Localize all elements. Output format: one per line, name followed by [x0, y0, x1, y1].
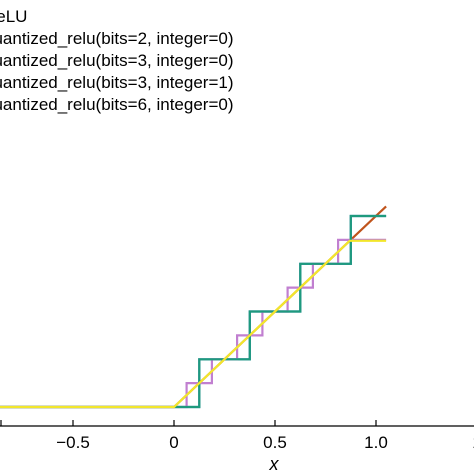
legend-entry: quantized_relu(bits=3, integer=0)	[0, 51, 234, 70]
legend-entry: quantized_relu(bits=2, integer=0)	[0, 29, 234, 48]
x-tick-label: 0	[169, 433, 178, 452]
legend: ReLU quantized_relu(bits=2, integer=0) qua…	[0, 7, 234, 114]
x-tick-label: 1.0	[364, 433, 388, 452]
series-line-4	[0, 214, 387, 409]
series-line-1	[0, 205, 387, 409]
x-tick-label: 0.5	[263, 433, 287, 452]
series-line-3	[0, 238, 387, 409]
legend-entry: quantized_relu(bits=3, integer=1)	[0, 73, 234, 92]
x-tick-label: 1	[472, 433, 474, 452]
x-tick-label: −0.5	[56, 433, 90, 452]
plot-lines	[0, 205, 387, 409]
legend-entry: quantized_relu(bits=6, integer=0)	[0, 95, 234, 114]
axes: −0.5 0 0.5 1.0 1 x	[0, 420, 474, 474]
series-line-2	[0, 214, 387, 409]
series-line-5	[0, 239, 387, 409]
legend-entry: ReLU	[0, 7, 27, 26]
x-axis-label: x	[269, 454, 280, 474]
